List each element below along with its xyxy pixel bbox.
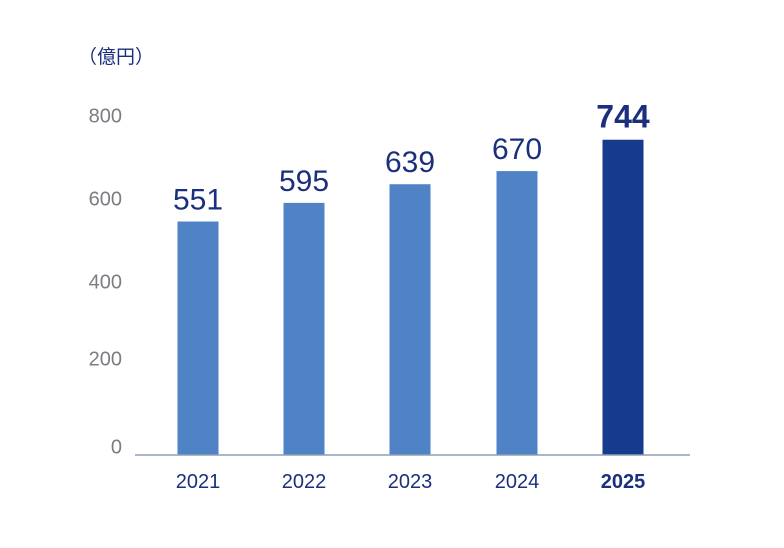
x-tick-label-2025: 2025 [601, 471, 646, 493]
bars-group: 551 595 639 670 744 [173, 99, 650, 456]
y-tick-label: 600 [89, 188, 122, 210]
y-unit-label: （億円） [78, 46, 154, 68]
bar-2024 [496, 171, 538, 455]
bar-2021 [177, 221, 219, 455]
value-label-2025: 744 [596, 99, 650, 135]
y-tick-label: 0 [111, 436, 122, 458]
bar-2025 [602, 139, 644, 456]
x-tick-label-2022: 2022 [282, 471, 327, 493]
value-label-2024: 670 [492, 133, 542, 166]
y-tick-label: 400 [89, 271, 122, 293]
y-tick-label: 200 [89, 348, 122, 370]
x-tick-label-2024: 2024 [495, 471, 540, 493]
value-label-2021: 551 [173, 184, 223, 217]
bar-2023 [389, 184, 431, 455]
bar-2022 [283, 202, 325, 455]
y-axis-ticks: 0 200 400 600 800 [89, 105, 122, 458]
y-tick-label: 800 [89, 105, 122, 127]
x-axis-ticks: 2021 2022 2023 2024 2025 [176, 471, 646, 493]
x-tick-label-2021: 2021 [176, 471, 221, 493]
x-tick-label-2023: 2023 [388, 471, 433, 493]
value-label-2022: 595 [279, 165, 329, 198]
value-label-2023: 639 [385, 146, 435, 179]
